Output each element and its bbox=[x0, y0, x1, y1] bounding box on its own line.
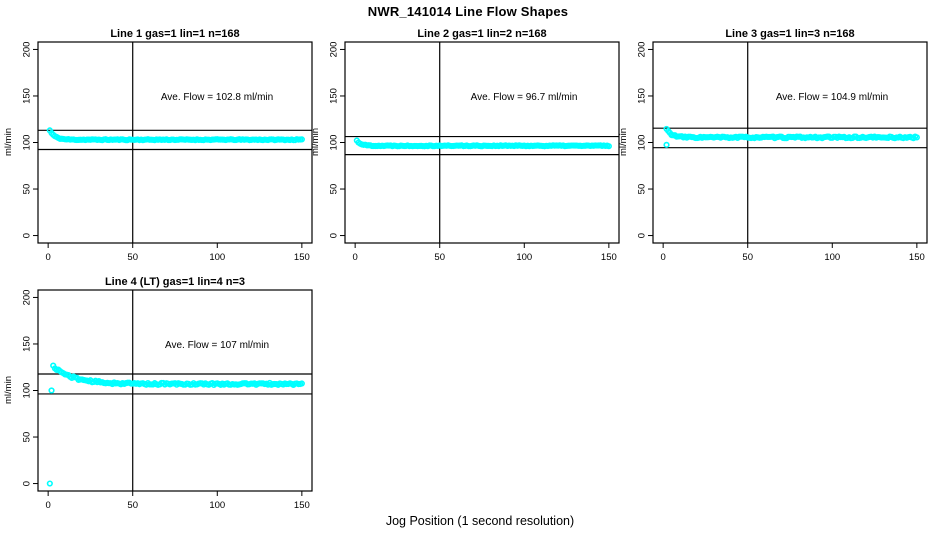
y-tick-label: 50 bbox=[637, 184, 648, 195]
x-axis-label: Jog Position (1 second resolution) bbox=[385, 514, 575, 528]
ave-flow-annotation: Ave. Flow = 107 ml/min bbox=[165, 340, 269, 351]
panel-line-1: Line 1 gas=1 lin=1 n=168 ml/min 0 50 100 15… bbox=[2, 24, 324, 281]
data-points bbox=[46, 127, 305, 144]
data-points bbox=[663, 125, 920, 148]
y-tick-label: 100 bbox=[329, 135, 340, 151]
plot-box bbox=[344, 41, 620, 244]
x-tick-label: 150 bbox=[909, 252, 925, 263]
panel-title: Line 1 gas=1 lin=1 n=168 bbox=[110, 28, 239, 40]
plot-box bbox=[652, 41, 928, 244]
y-tick-label: 100 bbox=[637, 135, 648, 151]
panel-title: Line 2 gas=1 lin=2 n=168 bbox=[417, 28, 546, 40]
y-axis-label: ml/min bbox=[3, 128, 14, 156]
y-axis-label: ml/min bbox=[618, 128, 629, 156]
y-tick-label: 0 bbox=[637, 233, 648, 238]
panel-title: Line 3 gas=1 lin=3 n=168 bbox=[725, 28, 854, 40]
flow-point bbox=[605, 143, 612, 150]
panel-line-4: Line 4 (LT) gas=1 lin=4 n=3 ml/min 0 50 10… bbox=[2, 272, 324, 529]
outlier-point bbox=[46, 480, 53, 487]
y-tick-label: 50 bbox=[329, 184, 340, 195]
plot-area: 0 50 100 150 200 0 50 100 150 bbox=[637, 41, 928, 263]
x-tick-label: 100 bbox=[209, 500, 225, 511]
ave-flow-annotation: Ave. Flow = 102.8 ml/min bbox=[161, 92, 273, 103]
ave-flow-annotation: Ave. Flow = 104.9 ml/min bbox=[776, 92, 888, 103]
x-tick-label: 50 bbox=[742, 252, 753, 263]
x-tick-label: 0 bbox=[45, 252, 50, 263]
y-axis-label: ml/min bbox=[3, 376, 14, 404]
line-3-plot: Line 3 gas=1 lin=3 n=168 ml/min 0 50 100 15… bbox=[618, 28, 928, 263]
outlier-point bbox=[663, 141, 670, 148]
plot-area: 0 50 100 150 200 0 50 100 150 bbox=[329, 41, 620, 263]
plot-box bbox=[37, 289, 313, 492]
y-tick-label: 0 bbox=[22, 481, 33, 486]
line-2-plot: Line 2 gas=1 lin=2 n=168 ml/min 0 50 100 15… bbox=[310, 28, 620, 263]
line-1-plot: Line 1 gas=1 lin=1 n=168 ml/min 0 50 100 15… bbox=[3, 28, 313, 263]
x-tick-label: 50 bbox=[127, 252, 138, 263]
x-tick-label: 50 bbox=[127, 500, 138, 511]
panel-title: Line 4 (LT) gas=1 lin=4 n=3 bbox=[105, 276, 245, 288]
flow-point bbox=[298, 136, 305, 143]
y-tick-label: 200 bbox=[22, 290, 33, 306]
x-tick-label: 150 bbox=[601, 252, 617, 263]
y-tick-label: 150 bbox=[637, 88, 648, 104]
y-tick-label: 50 bbox=[22, 432, 33, 443]
x-tick-label: 0 bbox=[352, 252, 357, 263]
y-tick-label: 150 bbox=[329, 88, 340, 104]
outlier-point bbox=[48, 387, 55, 394]
plot-box bbox=[37, 41, 313, 244]
y-tick-label: 100 bbox=[22, 383, 33, 399]
y-tick-label: 200 bbox=[637, 42, 648, 58]
x-tick-label: 100 bbox=[824, 252, 840, 263]
x-tick-label: 100 bbox=[209, 252, 225, 263]
y-tick-label: 200 bbox=[329, 42, 340, 58]
figure-title: NWR_141014 Line Flow Shapes bbox=[367, 4, 569, 19]
x-tick-label: 50 bbox=[434, 252, 445, 263]
x-tick-label: 0 bbox=[660, 252, 665, 263]
x-tick-label: 0 bbox=[45, 500, 50, 511]
plot-area: 0 50 100 150 200 0 50 100 150 bbox=[22, 289, 313, 511]
flow-point bbox=[913, 134, 920, 141]
x-tick-label: 150 bbox=[294, 252, 310, 263]
ave-flow-annotation: Ave. Flow = 96.7 ml/min bbox=[471, 92, 578, 103]
line-4-plot: Line 4 (LT) gas=1 lin=4 n=3 ml/min 0 50 10… bbox=[3, 276, 313, 511]
data-points bbox=[46, 362, 305, 487]
y-tick-label: 150 bbox=[22, 336, 33, 352]
flow-point bbox=[298, 380, 305, 387]
y-tick-label: 150 bbox=[22, 88, 33, 104]
x-tick-label: 150 bbox=[294, 500, 310, 511]
panel-line-3: Line 3 gas=1 lin=3 n=168 ml/min 0 50 100 15… bbox=[617, 24, 936, 281]
y-tick-label: 200 bbox=[22, 42, 33, 58]
y-tick-label: 100 bbox=[22, 135, 33, 151]
x-tick-label: 100 bbox=[516, 252, 532, 263]
plot-area: 0 50 100 150 200 0 50 100 150 bbox=[22, 41, 313, 263]
y-tick-label: 0 bbox=[22, 233, 33, 238]
y-tick-label: 0 bbox=[329, 233, 340, 238]
y-tick-label: 50 bbox=[22, 184, 33, 195]
panel-line-2: Line 2 gas=1 lin=2 n=168 ml/min 0 50 100 15… bbox=[309, 24, 631, 281]
y-axis-label: ml/min bbox=[310, 128, 321, 156]
data-points bbox=[353, 137, 612, 150]
